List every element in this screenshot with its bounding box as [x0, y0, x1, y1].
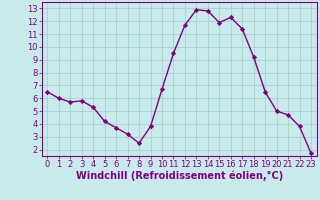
X-axis label: Windchill (Refroidissement éolien,°C): Windchill (Refroidissement éolien,°C): [76, 171, 283, 181]
